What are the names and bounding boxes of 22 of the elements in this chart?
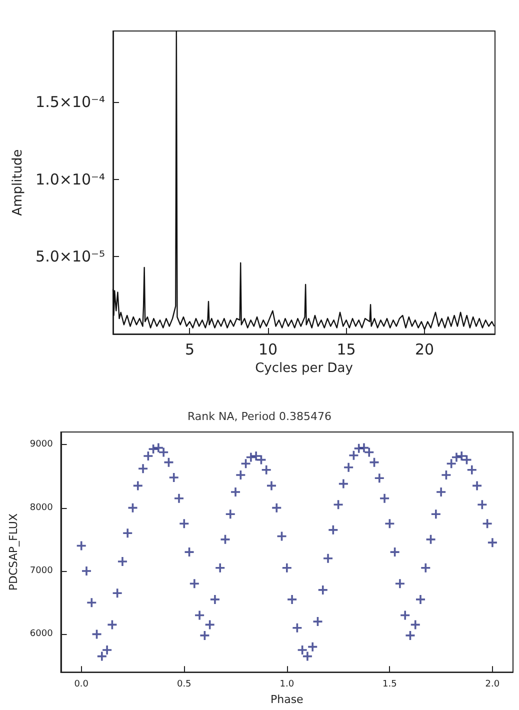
y-tick-label: 7000: [30, 566, 54, 576]
x-tick-label: 1.0: [280, 680, 294, 690]
x-tick-label: 20: [415, 340, 434, 358]
y-tick-label: 9000: [30, 440, 54, 450]
x-axis-title: Phase: [270, 693, 304, 706]
y-tick-label: 6000: [30, 629, 54, 640]
x-tick-label: 10: [258, 340, 278, 358]
y-tick-label: 5.0×10⁻⁵: [36, 248, 105, 266]
chart-title: Rank NA, Period 0.385476: [187, 410, 332, 423]
x-tick-label: 1.5: [382, 680, 397, 690]
x-axis-title: Cycles per Day: [255, 361, 354, 376]
y-axis-title: PDCSAP_FLUX: [7, 513, 20, 591]
y-tick-label: 1.0×10⁻⁴: [36, 170, 105, 188]
y-axis-title: Amplitude: [10, 149, 26, 216]
x-tick-label: 5: [184, 340, 194, 358]
x-tick-label: 15: [336, 340, 356, 358]
y-tick-label: 1.5×10⁻⁴: [36, 93, 105, 112]
x-tick-label: 0.5: [176, 680, 192, 690]
y-tick-label: 8000: [30, 502, 54, 513]
line-series: [112, 30, 495, 330]
x-tick-label: 0.0: [74, 680, 89, 690]
x-tick-label: 2.0: [485, 680, 500, 690]
